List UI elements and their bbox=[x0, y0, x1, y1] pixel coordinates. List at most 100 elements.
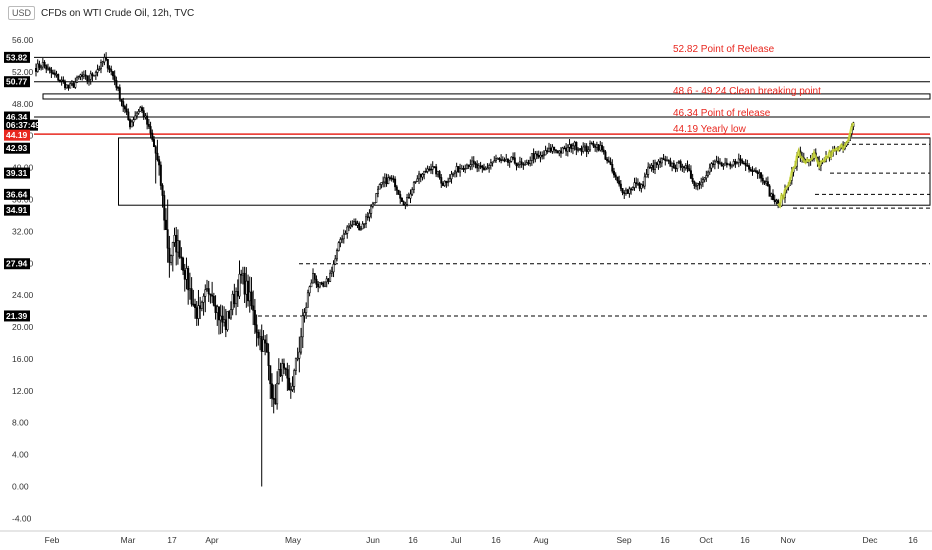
candle-body bbox=[402, 201, 405, 206]
candle-body bbox=[718, 162, 721, 165]
candle-body bbox=[365, 216, 368, 224]
price-label-bg bbox=[4, 119, 38, 131]
candle-body bbox=[527, 162, 530, 164]
candle-body bbox=[559, 150, 562, 154]
candle-body bbox=[315, 278, 318, 285]
candle-body bbox=[510, 156, 513, 162]
candle-body bbox=[503, 159, 506, 162]
candle-body bbox=[544, 150, 547, 156]
candle-body bbox=[99, 62, 102, 70]
candle-body bbox=[247, 280, 250, 302]
candle-body bbox=[111, 71, 114, 77]
candle-body bbox=[631, 187, 634, 190]
candle-body bbox=[760, 172, 763, 179]
candle-body bbox=[322, 282, 325, 287]
x-tick-label: Apr bbox=[205, 535, 218, 545]
candle-body bbox=[158, 159, 161, 166]
candle-body bbox=[630, 188, 633, 191]
price-label-bg bbox=[4, 76, 30, 88]
candle-body bbox=[313, 273, 316, 280]
candle-body bbox=[98, 68, 101, 71]
candle-body bbox=[327, 278, 330, 282]
candle-body bbox=[633, 182, 636, 188]
candle-body bbox=[563, 147, 566, 150]
candle-body bbox=[211, 294, 214, 297]
candle-body bbox=[741, 160, 744, 164]
candle-body bbox=[674, 167, 677, 170]
candle-body bbox=[152, 139, 155, 148]
candle-body bbox=[657, 160, 660, 166]
candle-body bbox=[356, 223, 359, 226]
candle-body bbox=[67, 84, 70, 89]
candle-body bbox=[180, 256, 183, 259]
candle-body bbox=[86, 75, 89, 82]
price-label-bg bbox=[4, 51, 30, 63]
candle-body bbox=[483, 167, 486, 170]
candle-body bbox=[597, 144, 600, 151]
candle-body bbox=[245, 280, 248, 295]
candle-body bbox=[173, 234, 176, 243]
candle-body bbox=[436, 171, 439, 175]
candle-body bbox=[758, 172, 761, 175]
candle-body bbox=[650, 165, 653, 168]
candle-body bbox=[238, 273, 241, 297]
candle-body bbox=[421, 173, 424, 178]
candle-body bbox=[368, 213, 371, 218]
candle-body bbox=[284, 367, 287, 370]
candle-body bbox=[320, 282, 323, 284]
candle-body bbox=[89, 73, 92, 80]
candle-body bbox=[616, 176, 619, 182]
y-tick-label: 0.00 bbox=[12, 482, 29, 492]
candle-body bbox=[58, 79, 61, 82]
candle-body bbox=[724, 162, 727, 166]
candle-body bbox=[392, 178, 395, 181]
price-label-bg bbox=[4, 204, 30, 216]
candle-body bbox=[426, 168, 429, 172]
candle-body bbox=[553, 146, 556, 151]
candle-body bbox=[773, 199, 776, 203]
candle-body bbox=[438, 171, 441, 178]
candle-body bbox=[460, 168, 463, 170]
y-tick-label: 16.00 bbox=[12, 354, 34, 364]
y-tick-label: 40.00 bbox=[12, 163, 34, 173]
candle-body bbox=[149, 126, 152, 134]
candle-body bbox=[445, 180, 448, 183]
candle-body bbox=[207, 288, 210, 295]
y-tick-label: 12.00 bbox=[12, 386, 34, 396]
candle-body bbox=[669, 160, 672, 167]
candle-body bbox=[592, 143, 595, 147]
candle-body bbox=[710, 163, 713, 169]
candle-body bbox=[385, 177, 388, 185]
candle-body bbox=[378, 184, 381, 190]
candle-body bbox=[672, 162, 675, 169]
candle-body bbox=[713, 160, 716, 165]
candle-body bbox=[725, 162, 728, 166]
candle-body bbox=[590, 142, 593, 145]
candle-body bbox=[636, 182, 639, 185]
candle-body bbox=[354, 221, 357, 226]
candle-body bbox=[655, 162, 658, 166]
candle-body bbox=[583, 145, 586, 148]
candle-body bbox=[279, 369, 282, 377]
candle-body bbox=[103, 57, 106, 63]
candle-body bbox=[370, 205, 373, 214]
candle-body bbox=[416, 178, 419, 182]
candle-body bbox=[683, 166, 686, 169]
candle-body bbox=[288, 377, 291, 391]
candle-body bbox=[300, 336, 303, 353]
candle-body bbox=[645, 174, 648, 178]
candle-body bbox=[696, 182, 699, 186]
candle-body bbox=[45, 65, 48, 70]
candle-body bbox=[274, 398, 277, 405]
candle-body bbox=[594, 145, 597, 148]
candle-body bbox=[156, 152, 159, 161]
candle-body bbox=[595, 144, 598, 148]
candle-body bbox=[110, 69, 113, 72]
candle-body bbox=[72, 83, 75, 88]
currency-badge[interactable]: USD bbox=[8, 6, 36, 20]
candle-body bbox=[147, 123, 150, 127]
candle-body bbox=[659, 160, 662, 164]
candle-body bbox=[662, 158, 665, 161]
candle-body bbox=[55, 74, 58, 76]
